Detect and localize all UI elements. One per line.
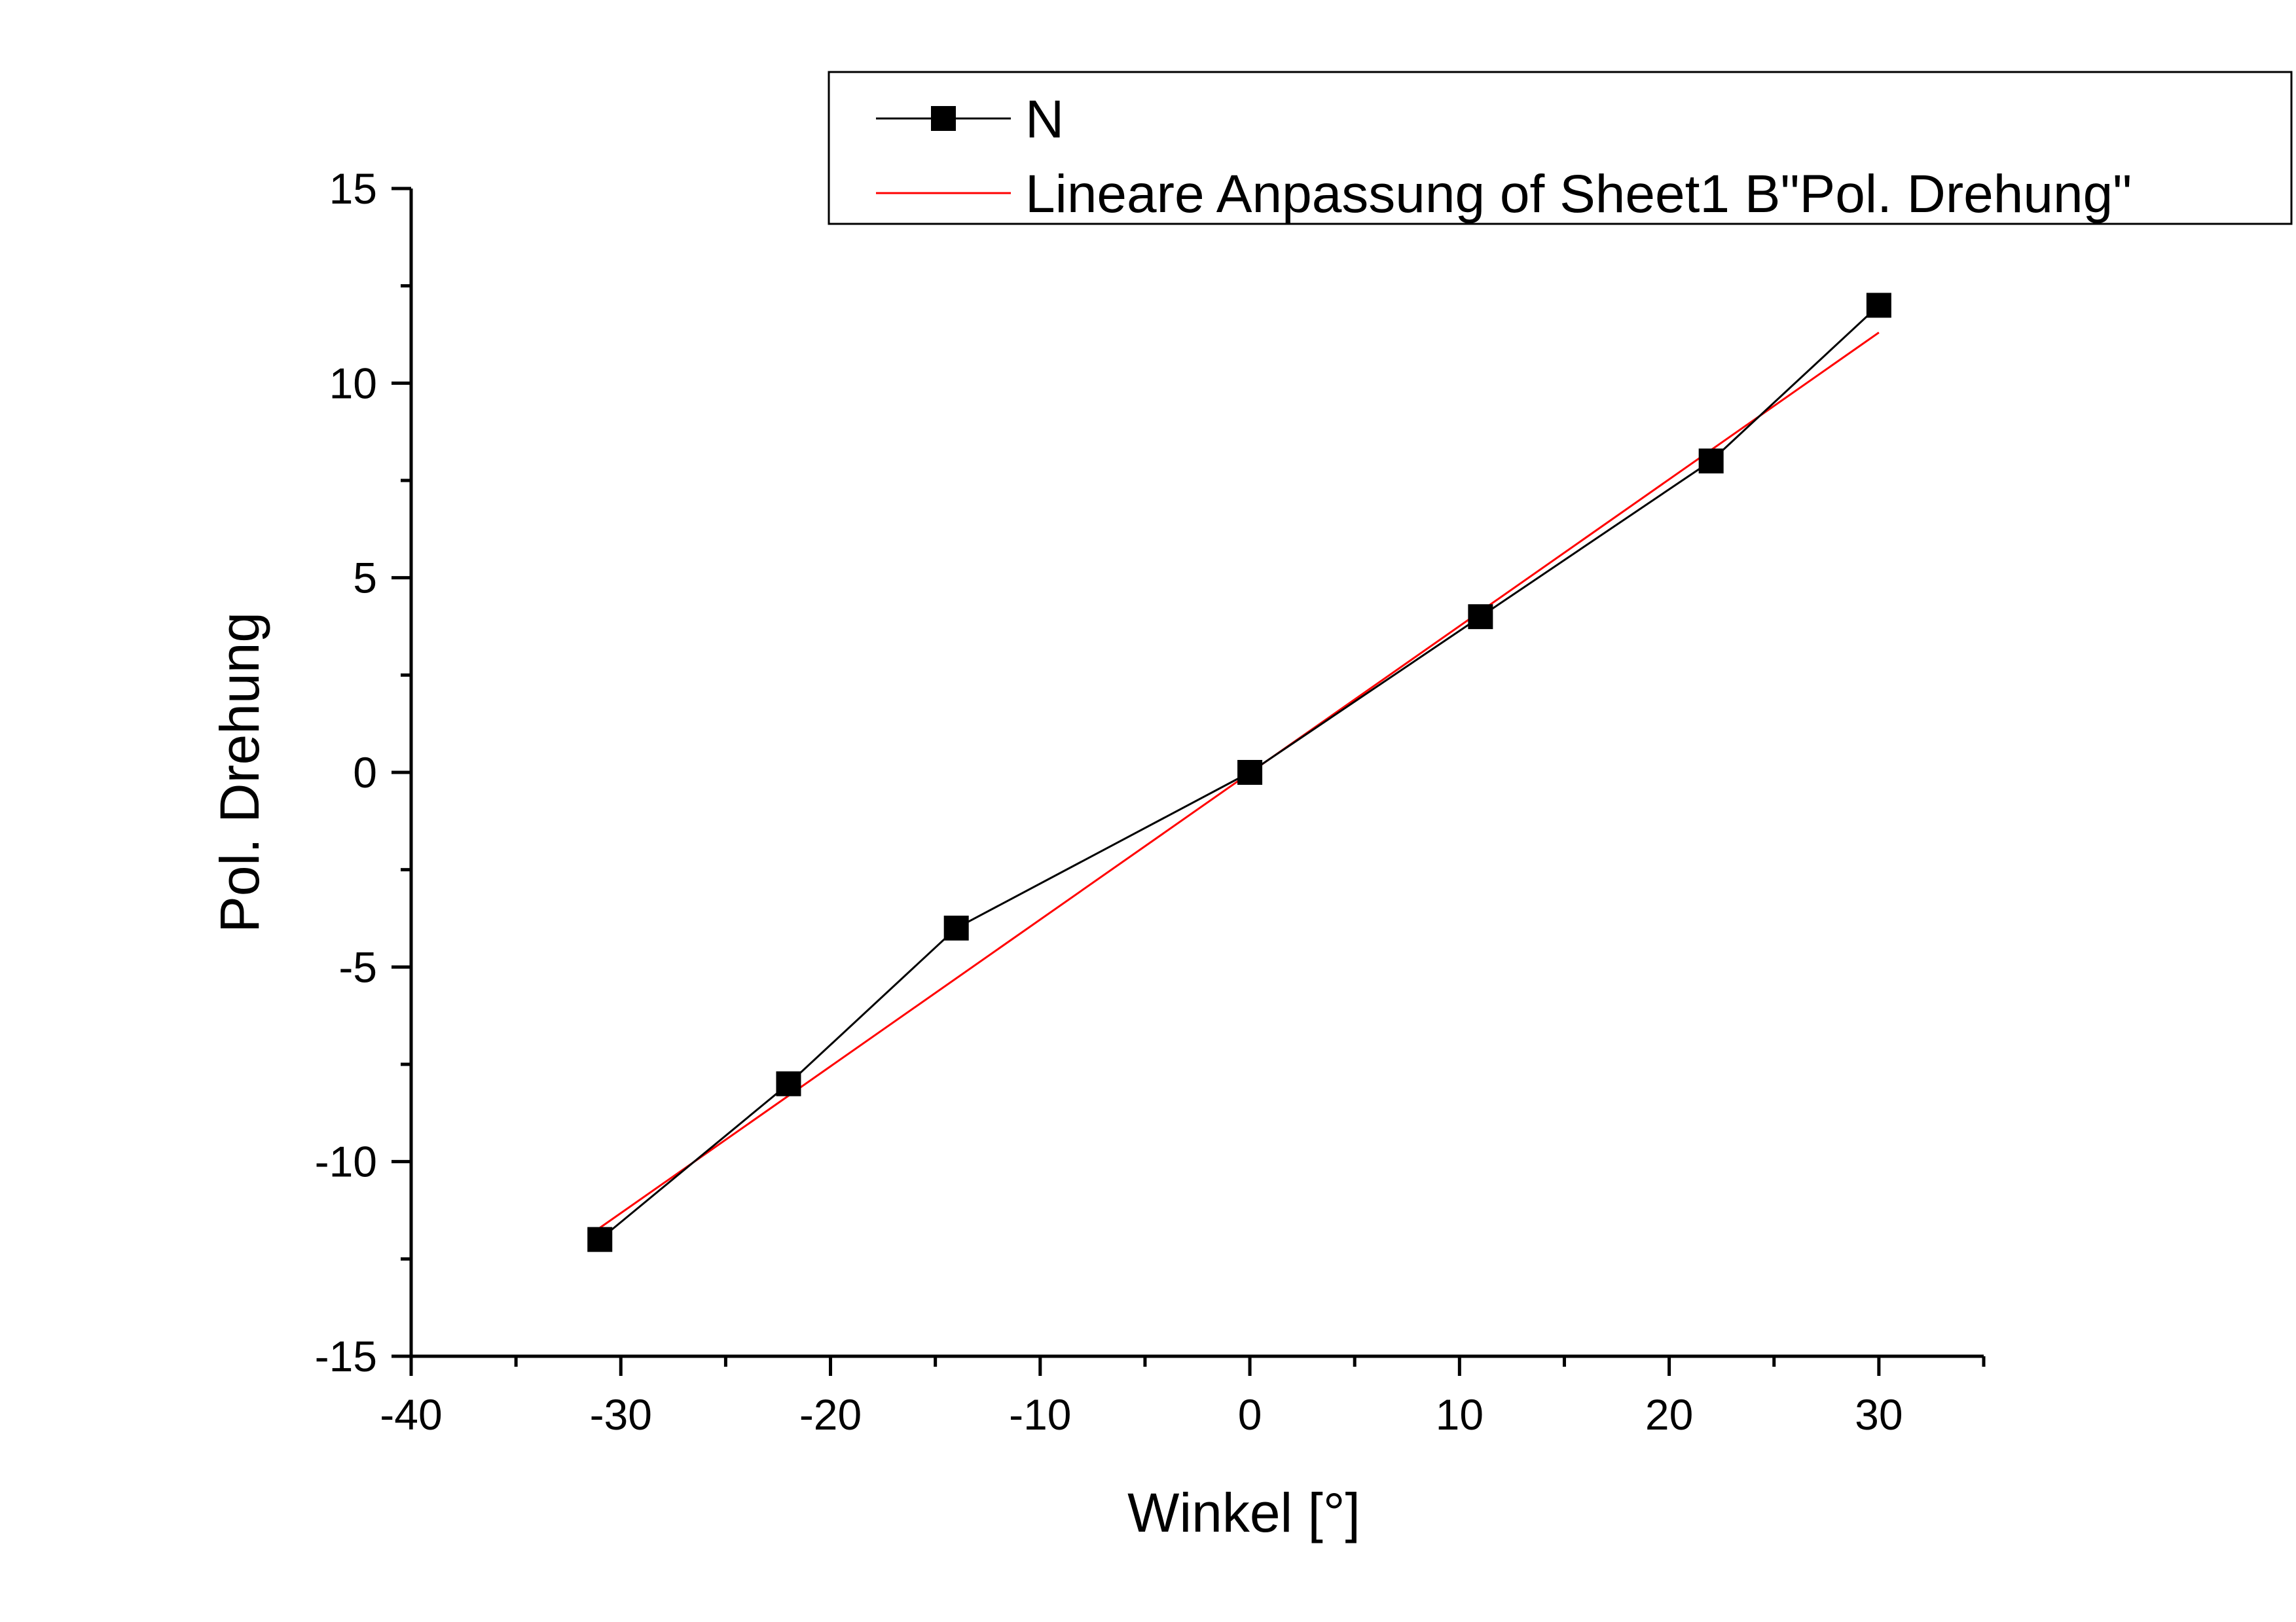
data-point — [1866, 293, 1891, 318]
legend-label-fit: Lineare Anpassung of Sheet1 B"Pol. Drehu… — [1025, 164, 2132, 224]
plot-area — [587, 293, 1891, 1252]
x-tick-label: 20 — [1645, 1390, 1693, 1439]
x-tick-label: -10 — [1009, 1390, 1071, 1439]
legend-label-n: N — [1025, 90, 1064, 149]
data-point — [776, 1071, 801, 1096]
x-tick-label: -20 — [799, 1390, 862, 1439]
data-point — [1698, 448, 1724, 474]
x-tick-label: 0 — [1238, 1390, 1262, 1439]
y-tick-label: -15 — [315, 1332, 377, 1380]
x-tick-label: 10 — [1436, 1390, 1484, 1439]
x-axis-title: Winkel [°] — [1127, 1482, 1360, 1543]
axes: -40 -30 -20 -10 0 10 20 30 -15 -10 -5 0 5 10 15 — [315, 164, 1986, 1439]
y-axis-title: Pol. Drehung — [209, 612, 270, 933]
data-point — [943, 915, 969, 941]
legend: N Lineare Anpassung of Sheet1 B"Pol. Dreh… — [828, 71, 2293, 225]
y-tick-label: 15 — [329, 164, 377, 213]
x-tick-label: 30 — [1855, 1390, 1903, 1439]
y-tick-label: -10 — [315, 1138, 377, 1186]
y-tick-label: -5 — [338, 943, 377, 991]
y-tick-label: 5 — [353, 554, 377, 602]
x-tick-label: -40 — [380, 1390, 442, 1439]
legend-marker-n — [931, 106, 956, 131]
data-point — [1237, 760, 1263, 785]
x-tick-label: -30 — [590, 1390, 652, 1439]
y-tick-label: 10 — [329, 359, 377, 407]
y-tick-label: 0 — [353, 748, 377, 797]
data-point — [587, 1227, 613, 1252]
data-point — [1468, 604, 1493, 630]
legend-box — [828, 71, 2293, 225]
